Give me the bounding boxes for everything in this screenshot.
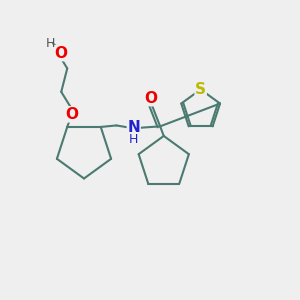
Text: S: S: [195, 82, 206, 97]
Text: O: O: [144, 91, 157, 106]
Text: O: O: [54, 46, 67, 61]
Text: H: H: [129, 133, 138, 146]
Text: N: N: [128, 120, 140, 135]
Text: O: O: [65, 107, 78, 122]
Text: H: H: [46, 37, 55, 50]
